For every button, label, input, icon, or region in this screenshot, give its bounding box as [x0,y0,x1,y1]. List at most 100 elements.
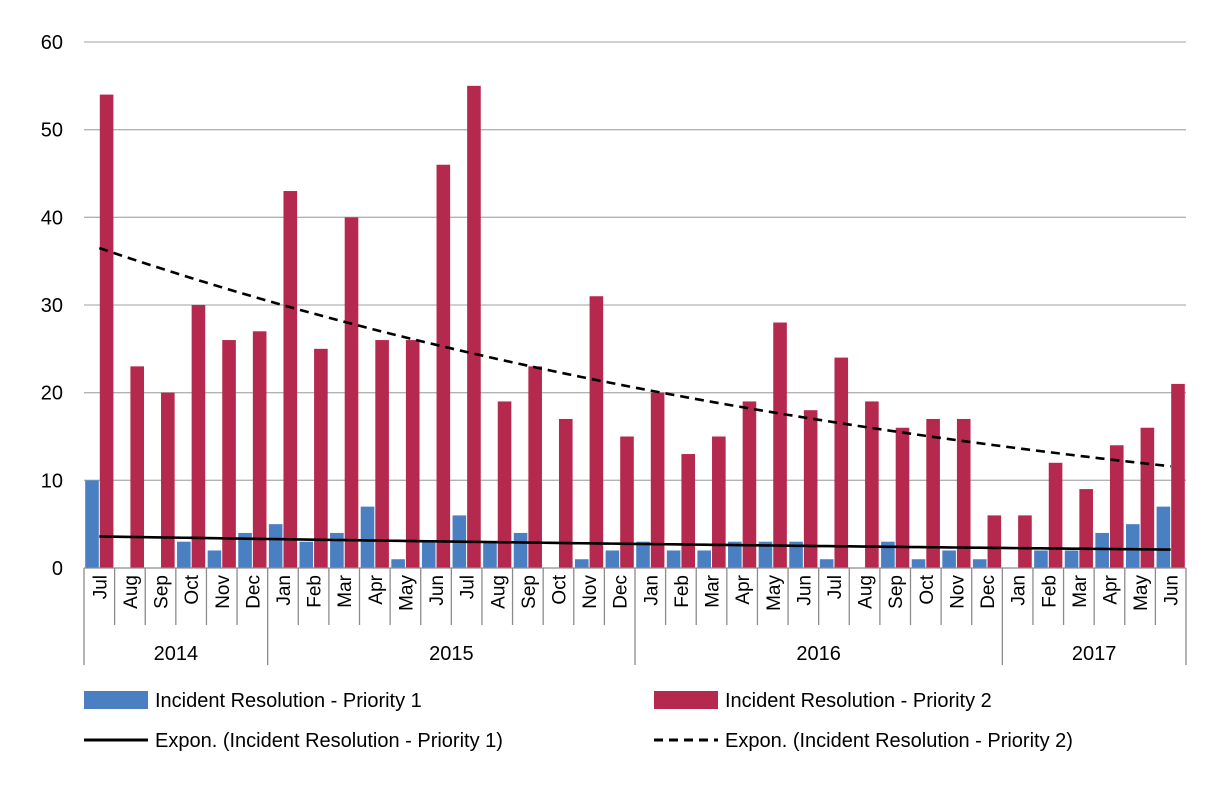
bar-series-1 [1095,532,1109,568]
bar-series-2 [926,418,940,568]
x-tick-label: Jan [1009,575,1030,606]
bar-series-2 [497,401,512,568]
bar-series-1 [697,550,712,568]
bar-series-2 [405,340,420,568]
bar-series-2 [589,296,604,568]
x-tick-label: Apr [1100,574,1121,604]
bar-series-1 [1064,550,1079,568]
x-tick-label: Feb [672,575,693,608]
year-label: 2017 [1072,643,1117,665]
x-tick-label: Jun [427,575,448,606]
gridlines [84,41,1186,481]
bar-series-2 [1109,445,1124,568]
legend: Incident Resolution - Priority 1 Incident… [84,690,1073,752]
x-tick-label: Jun [1162,575,1183,606]
x-tick-label: Mar [1070,574,1091,607]
y-axis-tick-labels: 0 10 20 30 40 50 60 [41,32,63,580]
bar-series-1 [207,550,222,568]
bar-series-1 [789,541,803,568]
x-tick-label: Nov [580,575,601,609]
x-tick-label: Dec [611,575,632,609]
x-tick-label: Feb [1039,575,1060,608]
bar-series-2 [344,217,359,569]
bar-series-2 [161,392,175,568]
x-axis: Jul Aug Sep Oct Nov Dec Jan Feb Mar Apr May Jun Jul A… [83,567,1187,665]
x-tick-label: Sep [519,575,540,609]
x-tick-label: May [396,575,417,611]
bar-series-2 [314,348,328,568]
x-tick-label: Jan [274,575,295,606]
bar-series-1 [972,559,987,568]
bar-series-2 [773,322,787,568]
bar-series-1 [574,559,589,568]
bar-series-1 [391,559,405,568]
bar-series-2 [742,401,757,568]
legend-swatch-series-2 [654,691,718,709]
y-tick-label: 50 [41,120,63,142]
x-tick-label: Dec [978,575,999,609]
x-tick-label: Jan [641,575,662,606]
bar-series-2 [283,191,298,569]
bar-series-2 [650,392,665,568]
bar-series-1 [421,541,436,568]
y-tick-label: 60 [41,32,63,54]
bar-series-1 [1034,550,1048,568]
bar-series-2 [834,357,849,568]
bar-series-1 [330,532,344,568]
bar-series-1 [238,532,252,568]
x-tick-label: Apr [733,574,754,604]
x-tick-label: Oct [917,574,938,604]
bar-series-2 [467,85,481,568]
bar-series-2 [99,94,114,568]
y-tick-label: 40 [41,207,63,229]
trendlines [98,246,1171,551]
x-tick-label: May [1131,575,1152,611]
bar-series-2 [803,410,818,568]
x-tick-label: Oct [549,574,570,604]
trendline-2 [98,246,1171,468]
bar-series-1 [605,550,620,568]
y-tick-label: 10 [41,470,63,492]
bar-series-1 [513,532,528,568]
legend-label: Expon. (Incident Resolution - Priority 1… [155,730,503,752]
bar-series-2 [1140,427,1155,568]
x-tick-label: Aug [121,575,142,609]
bar-series-2 [1171,383,1185,568]
x-tick-label: Mar [335,574,356,607]
bar-series-2 [865,401,879,568]
bar-series-2 [191,305,206,568]
legend-label: Incident Resolution - Priority 1 [155,690,422,712]
bar-series-2 [375,340,389,568]
bar-series-1 [636,541,650,568]
y-tick-label: 20 [41,383,63,405]
bar-series-1 [299,541,314,568]
year-label: 2015 [429,643,474,665]
x-tick-label: Mar [703,574,724,607]
bar-series-1 [819,559,834,568]
bar-series-1 [758,541,773,568]
x-tick-label: Nov [213,575,234,609]
legend-swatch-series-1 [84,691,148,709]
y-tick-label: 0 [52,558,63,580]
x-tick-label: Jun [794,575,815,606]
bar-series-2 [436,164,451,568]
y-tick-label: 30 [41,295,63,317]
bar-series-2 [528,366,542,568]
bar-series-2 [558,418,573,568]
bar-series-2 [222,340,236,568]
bar-series-1 [942,550,956,568]
x-tick-label: Aug [488,575,509,609]
bar-series-2 [130,366,145,568]
x-tick-label: Sep [886,575,907,609]
x-tick-label: Oct [182,574,203,604]
bar-series-2 [1048,462,1063,568]
bar-series-1 [483,541,497,568]
bar-series-2 [895,427,910,568]
bar-series-1 [85,480,99,568]
year-label: 2014 [154,643,199,665]
bar-series-1 [728,541,742,568]
x-tick-label: Dec [243,575,264,609]
x-tick-label: Jul [458,575,479,599]
trendline-1 [99,535,1171,551]
